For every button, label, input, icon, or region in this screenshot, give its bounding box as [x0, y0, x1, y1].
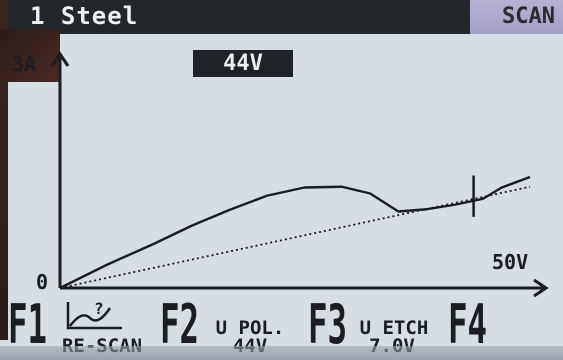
bezel-corner [0, 30, 60, 82]
rescan-icon[interactable]: ? [64, 298, 126, 332]
f4-key[interactable]: F4 [448, 293, 488, 356]
f2-key[interactable]: F2 [160, 293, 200, 356]
y-axis-arrow [50, 51, 70, 67]
origin-label: 0 [36, 270, 49, 294]
scan-curve [59, 175, 531, 290]
x-axis-arrow [533, 278, 549, 298]
svg-text:?: ? [94, 299, 104, 318]
f3-key[interactable]: F3 [308, 293, 348, 356]
program-title: 1 Steel [30, 2, 139, 30]
f3-label: U ETCH [359, 317, 429, 339]
bezel-bottom [0, 346, 563, 360]
reference-line [59, 185, 531, 289]
voltage-readout: 44V [193, 50, 293, 77]
title-bar [0, 0, 563, 34]
mode-indicator-bg [470, 0, 563, 34]
bezel-left [0, 0, 8, 340]
mode-label: SCAN [502, 4, 555, 29]
f2-label: U POL. [215, 317, 285, 339]
y-max-label: 3A [12, 52, 37, 76]
f1-key[interactable]: F1 [8, 293, 48, 356]
function-key-bar: F1 ? RE-SCAN F2 U POL. 44V F3 U ETCH 7.0… [0, 296, 563, 360]
x-max-label: 50V [492, 250, 529, 274]
